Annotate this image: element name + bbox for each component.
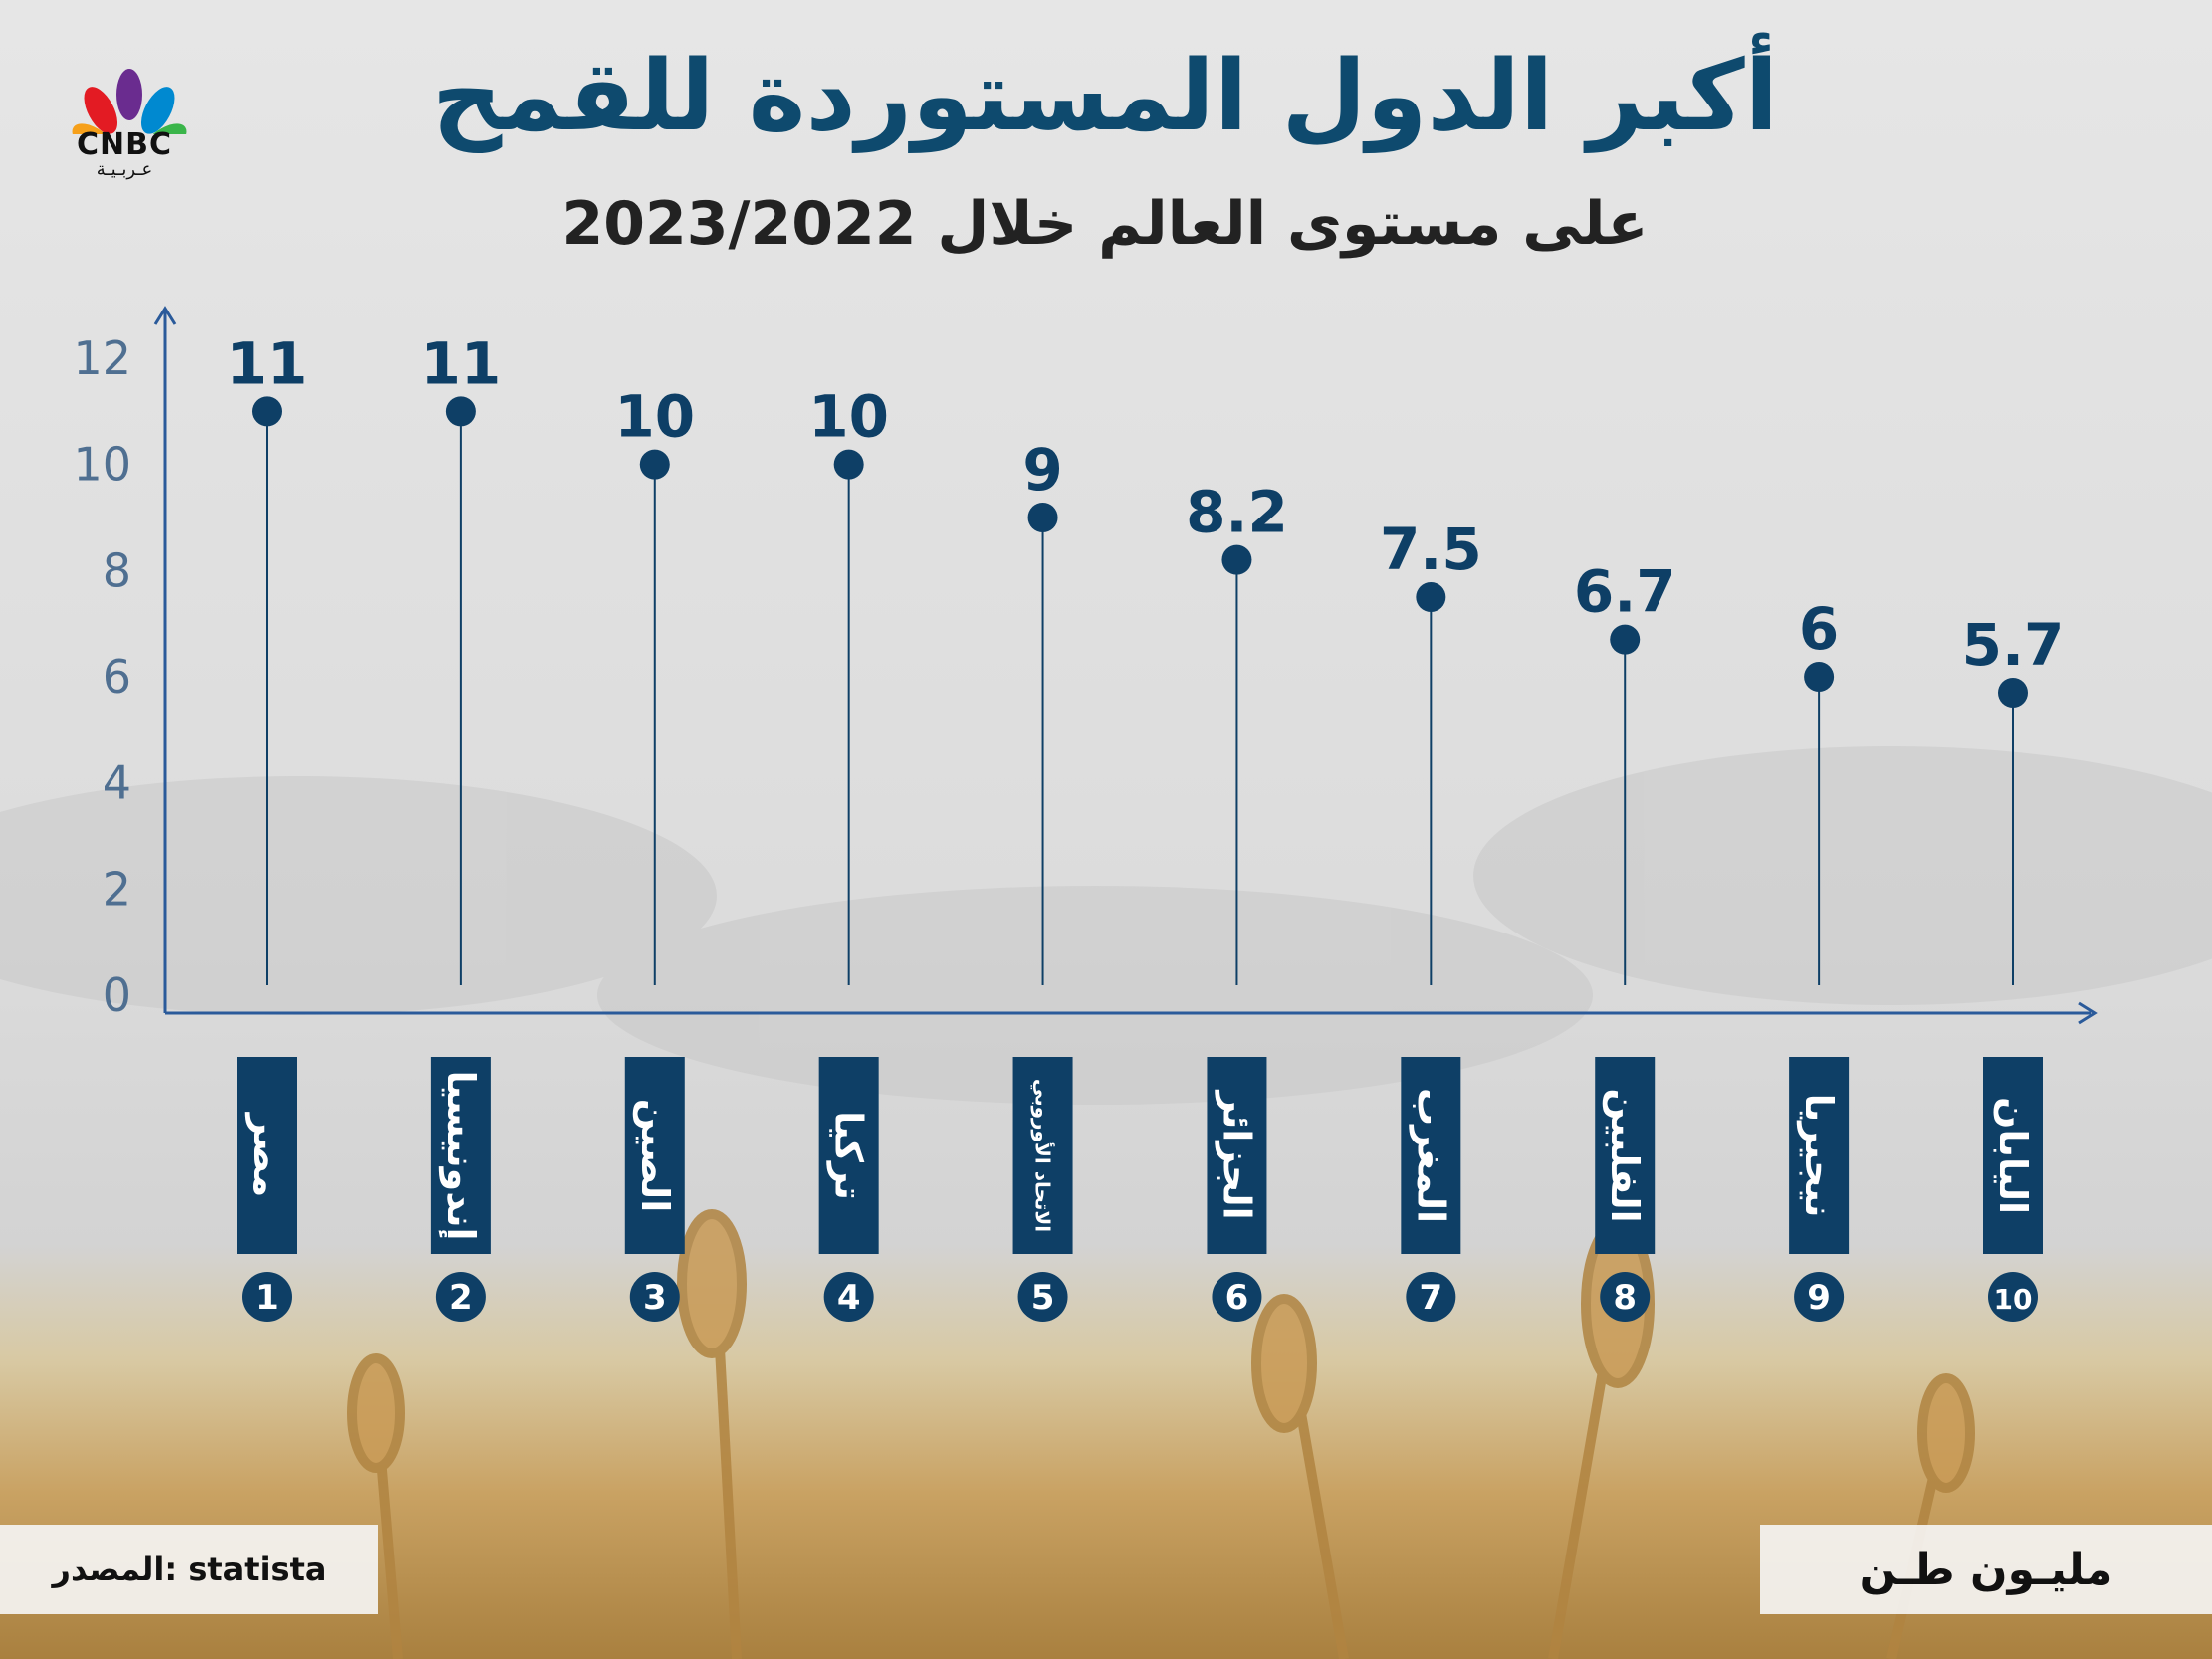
data-point	[1998, 678, 2028, 708]
source-box: المصدر: statista	[0, 1525, 378, 1614]
value-label: 9	[1022, 436, 1062, 504]
y-tick-label: 12	[73, 331, 131, 385]
rank-badge	[1406, 1272, 1456, 1322]
category-label-box	[237, 1057, 297, 1254]
category-label-box	[1207, 1057, 1267, 1254]
data-point	[1804, 662, 1835, 692]
rank-badge	[1017, 1272, 1068, 1322]
y-tick-label: 4	[103, 756, 131, 810]
rank-number: 6	[1225, 1278, 1249, 1318]
rank-number: 5	[1031, 1278, 1055, 1318]
chart-title: أكبر الدول المستوردة للقمح	[431, 40, 1779, 153]
rank-number: 3	[643, 1278, 667, 1318]
rank-number: 1	[255, 1278, 279, 1318]
value-label: 5.7	[1962, 611, 2065, 679]
rank-badge	[823, 1272, 874, 1322]
value-label: 11	[227, 329, 308, 397]
category-label-box	[430, 1057, 491, 1254]
category-label: الفلبين	[1603, 1088, 1647, 1222]
rank-badge	[1794, 1272, 1845, 1322]
category-label-box	[624, 1057, 685, 1254]
category-label-box	[818, 1057, 879, 1254]
rank-number: 9	[1807, 1278, 1831, 1318]
rank-number: 2	[449, 1278, 473, 1318]
chart-marks: 11مصر111إندونيسيا210الصين310تركيا49الاتح…	[227, 329, 2065, 1322]
category-label: المغرب	[1409, 1088, 1452, 1223]
category-label: اليابان	[1991, 1097, 2035, 1214]
category-label: الاتحاد الأوروبي	[1030, 1079, 1056, 1232]
x-axis-arrow	[2078, 1001, 2098, 1025]
category-label-box	[1595, 1057, 1656, 1254]
rank-badge	[1600, 1272, 1651, 1322]
category-label: الجزائر	[1215, 1089, 1258, 1219]
data-point	[639, 449, 670, 480]
y-tick-label: 0	[103, 968, 131, 1022]
data-point	[1416, 582, 1446, 612]
category-label: إندونيسيا	[438, 1070, 483, 1240]
category-label: نيجيريا	[1797, 1094, 1841, 1218]
data-point	[252, 396, 282, 427]
rank-badge	[435, 1272, 486, 1322]
value-label: 10	[808, 383, 889, 451]
y-tick-label: 8	[103, 543, 131, 597]
unit-label: مليـون طـن	[1859, 1544, 2113, 1595]
y-tick-label: 6	[103, 650, 131, 704]
value-label: 6	[1799, 595, 1839, 663]
data-point	[445, 396, 476, 427]
category-label: تركيا	[827, 1111, 871, 1200]
y-axis-arrow	[153, 306, 177, 325]
category-label: مصر	[245, 1112, 289, 1198]
data-point	[833, 449, 864, 480]
category-label-box	[1983, 1057, 2043, 1254]
y-axis-ticks: 0 2 4 6 8 10 12	[73, 331, 131, 1022]
cnbc-peacock-logo	[55, 55, 204, 184]
source-label: المصدر: statista	[52, 1551, 327, 1588]
rank-badge	[1988, 1272, 2038, 1322]
rank-badge	[242, 1272, 292, 1322]
rank-badge	[1212, 1272, 1262, 1322]
category-label: الصين	[633, 1099, 677, 1212]
category-label-box	[1401, 1057, 1461, 1254]
value-label: 10	[614, 383, 695, 451]
value-label: 6.7	[1574, 558, 1676, 626]
rank-number: 10	[1994, 1283, 2033, 1316]
data-point	[1610, 624, 1641, 655]
rank-number: 7	[1419, 1278, 1442, 1318]
value-label: 8.2	[1186, 479, 1288, 546]
logo-subtext: عـربـيـة	[96, 159, 153, 180]
data-point	[1027, 503, 1058, 532]
rank-badge	[629, 1272, 680, 1322]
value-label: 11	[421, 329, 502, 397]
y-tick-label: 10	[73, 438, 131, 492]
category-label-box	[1789, 1057, 1850, 1254]
rank-number: 8	[1613, 1278, 1637, 1318]
logo-text: CNBC	[76, 127, 172, 162]
chart-subtitle: على مستوى العالم خلال 2023/2022	[561, 189, 1649, 259]
rank-number: 4	[837, 1278, 861, 1318]
y-tick-label: 2	[103, 862, 131, 916]
unit-box: مليـون طـن	[1760, 1525, 2212, 1614]
value-label: 7.5	[1380, 516, 1482, 583]
category-label-box	[1012, 1057, 1073, 1254]
data-point	[1221, 544, 1252, 575]
